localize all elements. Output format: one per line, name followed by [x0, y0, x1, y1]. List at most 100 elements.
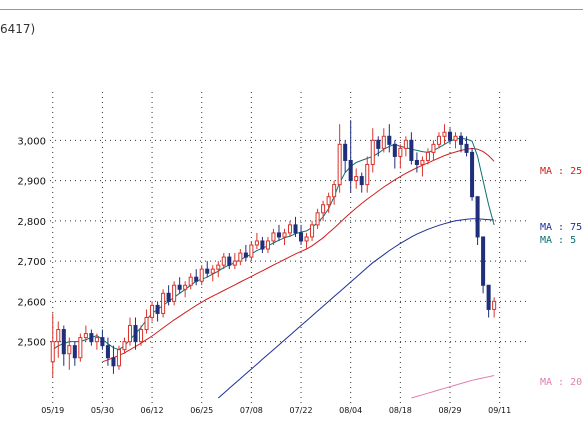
- candle-body: [265, 240, 270, 250]
- candle-body: [122, 341, 127, 351]
- ma200-line: [411, 375, 495, 399]
- x-tick-label: 07/22: [290, 406, 313, 415]
- candle-body: [293, 224, 298, 234]
- candle-body: [486, 284, 491, 310]
- candle-body: [403, 139, 408, 149]
- candle-body: [398, 147, 403, 157]
- candles: [50, 120, 497, 378]
- candle-body: [481, 236, 486, 286]
- candle-body: [227, 256, 232, 266]
- candle-body: [299, 232, 304, 242]
- candle-body: [370, 139, 375, 165]
- y-tick-label: 2,500: [17, 338, 46, 349]
- x-tick-label: 09/11: [488, 406, 511, 415]
- candle-body: [161, 292, 166, 314]
- candle-body: [139, 329, 144, 343]
- candle-body: [133, 325, 138, 343]
- candle-body: [249, 244, 254, 258]
- ma25-label: MA : 25: [540, 166, 582, 177]
- x-tick-label: 08/04: [339, 406, 362, 415]
- ma25-line: [102, 147, 495, 363]
- candle-body: [315, 212, 320, 226]
- ma75-label: MA : 75: [540, 222, 582, 233]
- candle-body: [183, 284, 188, 290]
- candle-body: [166, 292, 171, 302]
- candle-body: [354, 176, 359, 182]
- candle-body: [447, 131, 453, 141]
- candle-body: [348, 159, 353, 182]
- candle-body: [144, 316, 149, 331]
- candle-body: [194, 276, 199, 282]
- candle-body: [492, 300, 497, 310]
- x-axis-ticks: 05/19 05/30 06/12 06/25 07/08 07/22 08/04 08/18…: [41, 406, 511, 415]
- ma-labels: MA : 25 MA : 75 MA : 5 MA : 20: [540, 166, 582, 388]
- candle-body: [83, 333, 88, 339]
- candle-body: [381, 135, 386, 149]
- candle-body: [414, 159, 419, 165]
- candle-body: [337, 143, 342, 186]
- ma75-line: [217, 218, 495, 399]
- candle-body: [431, 143, 436, 153]
- x-tick-label: 05/19: [41, 406, 64, 415]
- candle-body: [365, 163, 370, 186]
- candle-body: [150, 304, 155, 318]
- candle-body: [61, 329, 66, 355]
- candle-body: [232, 260, 237, 266]
- x-tick-label: 07/08: [240, 406, 263, 415]
- candle-body: [332, 184, 337, 198]
- top-divider: [0, 9, 583, 10]
- y-tick-label: 2,600: [17, 297, 46, 308]
- candle-body: [50, 341, 55, 363]
- candle-body: [116, 349, 121, 367]
- candle-body: [387, 135, 392, 145]
- candle-body: [425, 151, 430, 161]
- candle-body: [254, 240, 259, 246]
- x-tick-label: 06/25: [190, 406, 213, 415]
- candle-body: [177, 284, 182, 290]
- y-tick-label: 2,700: [17, 257, 46, 268]
- candle-body: [89, 333, 94, 343]
- candle-body: [56, 329, 61, 343]
- candle-body: [210, 268, 215, 274]
- candle-body: [72, 345, 77, 359]
- candle-body: [216, 264, 221, 270]
- ma200-label: MA : 20: [540, 377, 582, 388]
- candle-body: [310, 224, 315, 238]
- candle-body: [188, 276, 193, 286]
- candle-body: [459, 135, 464, 145]
- x-tick-label: 08/29: [438, 406, 461, 415]
- y-axis-ticks: 3,000 2,900 2,800 2,700 2,600 2,500: [17, 136, 46, 348]
- candle-body: [155, 304, 160, 314]
- candle-body: [287, 224, 293, 234]
- candle-body: [359, 176, 364, 186]
- candle-body: [243, 252, 248, 258]
- candle-body: [436, 135, 441, 145]
- ma5-label: MA : 5: [540, 235, 576, 246]
- candle-body: [475, 196, 480, 238]
- candle-body: [205, 268, 210, 274]
- x-tick-label: 08/18: [389, 406, 412, 415]
- y-tick-label: 2,900: [17, 177, 46, 188]
- candle-body: [326, 196, 331, 206]
- candle-body: [392, 143, 397, 157]
- candle-body: [420, 159, 425, 165]
- x-tick-label: 05/30: [91, 406, 114, 415]
- candle-body: [453, 135, 458, 141]
- candle-body: [238, 252, 243, 262]
- candle-body: [321, 204, 326, 214]
- candle-body: [127, 325, 133, 343]
- candle-body: [282, 232, 287, 238]
- candle-body: [442, 131, 447, 137]
- candle-body: [470, 151, 475, 198]
- candle-body: [409, 139, 414, 161]
- candle-body: [221, 256, 226, 266]
- stock-code-label: 6417): [0, 22, 36, 36]
- candle-body: [376, 139, 381, 149]
- candle-body: [464, 143, 469, 153]
- candle-body: [199, 268, 204, 282]
- candle-body: [105, 345, 110, 359]
- candle-body: [260, 240, 265, 250]
- candle-body: [276, 232, 281, 238]
- candle-body: [100, 337, 105, 347]
- candle-body: [111, 357, 116, 367]
